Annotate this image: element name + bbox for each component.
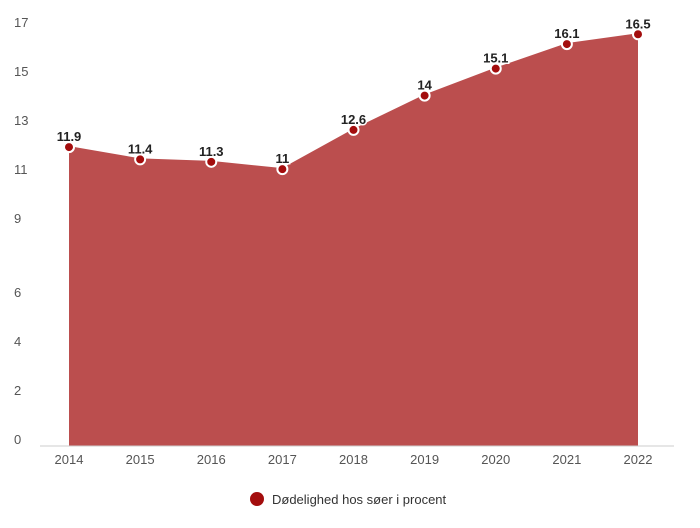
y-tick-label: 2 [14, 383, 21, 398]
data-label: 11.9 [57, 129, 82, 144]
data-label: 11.4 [128, 141, 153, 156]
data-label: 16.1 [554, 26, 579, 41]
x-tick-label: 2020 [481, 452, 510, 467]
data-point[interactable] [63, 141, 75, 154]
x-tick-label: 2014 [55, 452, 84, 467]
data-point[interactable] [205, 155, 218, 168]
legend-label: Dødelighed hos søer i procent [272, 492, 447, 507]
x-tick-labels: 2014 2015 2016 2017 2018 2019 2020 2021 2022 [55, 452, 653, 467]
data-point[interactable] [489, 62, 502, 75]
data-point[interactable] [276, 163, 289, 176]
data-markers [63, 28, 644, 176]
x-tick-label: 2022 [624, 452, 653, 467]
data-label: 12.6 [341, 112, 366, 127]
data-label: 16.5 [625, 16, 650, 31]
area-layer [68, 33, 639, 446]
data-point[interactable] [560, 38, 573, 51]
data-label: 11 [276, 151, 290, 166]
y-tick-label: 17 [14, 15, 28, 30]
data-labels: 11.9 11.4 11.3 11 12.6 14 15.1 16.1 16.5 [55, 15, 652, 168]
y-tick-label: 4 [14, 334, 21, 349]
data-point[interactable] [632, 28, 644, 41]
y-tick-label: 15 [14, 64, 28, 79]
data-point[interactable] [418, 89, 431, 102]
data-point[interactable] [347, 123, 360, 136]
x-tick-label: 2019 [410, 452, 439, 467]
series-area [69, 34, 638, 446]
y-tick-label: 6 [14, 285, 21, 300]
y-tick-label: 0 [14, 432, 21, 447]
x-tick-label: 2016 [197, 452, 226, 467]
data-label: 11.3 [199, 144, 224, 159]
x-tick-label: 2021 [552, 452, 581, 467]
data-point[interactable] [134, 153, 147, 166]
data-label: 14 [417, 78, 432, 93]
legend-marker [250, 492, 264, 506]
y-tick-label: 11 [14, 162, 28, 177]
y-tick-label: 9 [14, 211, 21, 226]
x-tick-label: 2018 [339, 452, 368, 467]
data-label: 15.1 [483, 51, 508, 66]
y-axis: 0 2 4 6 9 11 13 15 17 [14, 15, 28, 447]
x-tick-label: 2017 [268, 452, 297, 467]
y-tick-label: 13 [14, 113, 28, 128]
legend[interactable]: Dødelighed hos søer i procent [250, 492, 447, 507]
x-tick-label: 2015 [126, 452, 155, 467]
